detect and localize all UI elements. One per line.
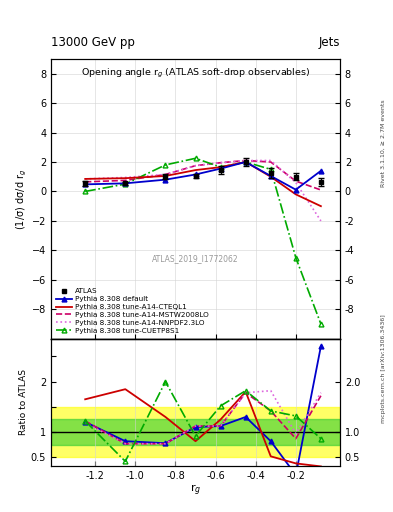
Text: Rivet 3.1.10, ≥ 2.7M events: Rivet 3.1.10, ≥ 2.7M events — [381, 99, 386, 187]
Y-axis label: (1/σ) dσ/d r$_g$: (1/σ) dσ/d r$_g$ — [15, 168, 29, 229]
Text: ATLAS_2019_I1772062: ATLAS_2019_I1772062 — [152, 254, 239, 263]
X-axis label: r$_g$: r$_g$ — [190, 482, 201, 498]
Bar — [51, 419, 340, 445]
Text: mcplots.cern.ch [arXiv:1306.3436]: mcplots.cern.ch [arXiv:1306.3436] — [381, 314, 386, 423]
Text: Jets: Jets — [318, 36, 340, 49]
Bar — [51, 407, 340, 457]
Text: 13000 GeV pp: 13000 GeV pp — [51, 36, 135, 49]
Legend: ATLAS, Pythia 8.308 default, Pythia 8.308 tune-A14-CTEQL1, Pythia 8.308 tune-A14: ATLAS, Pythia 8.308 default, Pythia 8.30… — [55, 287, 210, 335]
Text: Opening angle r$_g$ (ATLAS soft-drop observables): Opening angle r$_g$ (ATLAS soft-drop obs… — [81, 67, 310, 80]
Y-axis label: Ratio to ATLAS: Ratio to ATLAS — [19, 369, 28, 435]
